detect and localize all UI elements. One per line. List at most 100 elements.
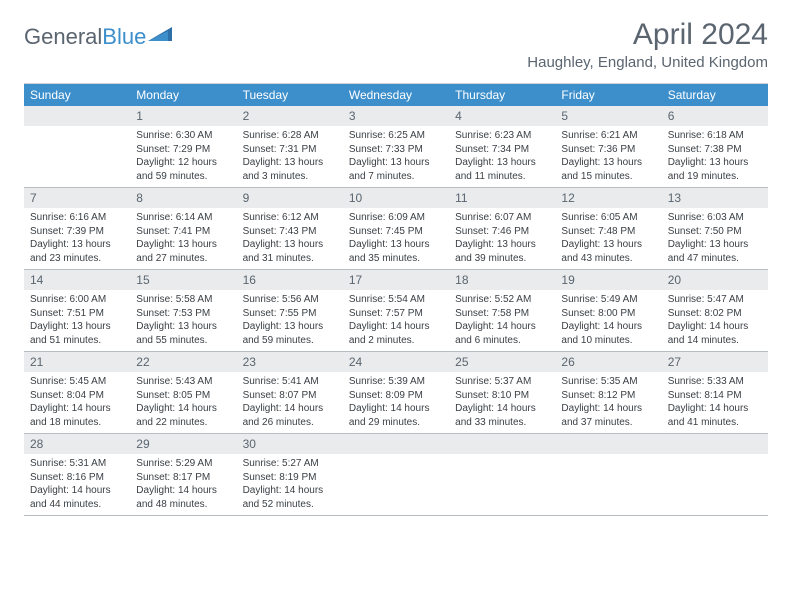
month-title: April 2024 (527, 18, 768, 52)
sunrise-text: Sunrise: 5:47 AM (668, 293, 762, 307)
day-info: Sunrise: 6:21 AMSunset: 7:36 PMDaylight:… (555, 126, 661, 183)
calendar-cell: 15Sunrise: 5:58 AMSunset: 7:53 PMDayligh… (130, 270, 236, 352)
logo-part1: General (24, 24, 102, 49)
day-info: Sunrise: 6:09 AMSunset: 7:45 PMDaylight:… (343, 208, 449, 265)
sunrise-text: Sunrise: 5:49 AM (561, 293, 655, 307)
calendar-cell: 13Sunrise: 6:03 AMSunset: 7:50 PMDayligh… (662, 188, 768, 270)
daylight-text: Daylight: 13 hours and 11 minutes. (455, 156, 549, 183)
calendar-cell: 22Sunrise: 5:43 AMSunset: 8:05 PMDayligh… (130, 352, 236, 434)
sunrise-text: Sunrise: 6:03 AM (668, 211, 762, 225)
daylight-text: Daylight: 13 hours and 3 minutes. (243, 156, 337, 183)
day-info: Sunrise: 5:31 AMSunset: 8:16 PMDaylight:… (24, 454, 130, 511)
sunrise-text: Sunrise: 6:09 AM (349, 211, 443, 225)
daylight-text: Daylight: 14 hours and 14 minutes. (668, 320, 762, 347)
week-row: 7Sunrise: 6:16 AMSunset: 7:39 PMDaylight… (24, 188, 768, 270)
day-number: 12 (555, 188, 661, 208)
day-number: 21 (24, 352, 130, 372)
calendar-cell: 17Sunrise: 5:54 AMSunset: 7:57 PMDayligh… (343, 270, 449, 352)
sunset-text: Sunset: 7:57 PM (349, 307, 443, 321)
sunset-text: Sunset: 8:12 PM (561, 389, 655, 403)
day-number: 6 (662, 106, 768, 126)
daylight-text: Daylight: 13 hours and 43 minutes. (561, 238, 655, 265)
day-info: Sunrise: 5:52 AMSunset: 7:58 PMDaylight:… (449, 290, 555, 347)
day-number: 22 (130, 352, 236, 372)
location: Haughley, England, United Kingdom (527, 54, 768, 71)
day-number: 14 (24, 270, 130, 290)
logo: GeneralBlue (24, 24, 174, 50)
sunset-text: Sunset: 7:53 PM (136, 307, 230, 321)
logo-triangle-icon (148, 25, 174, 48)
day-info: Sunrise: 6:05 AMSunset: 7:48 PMDaylight:… (555, 208, 661, 265)
calendar-cell: 23Sunrise: 5:41 AMSunset: 8:07 PMDayligh… (237, 352, 343, 434)
sunrise-text: Sunrise: 6:07 AM (455, 211, 549, 225)
day-number: . (343, 434, 449, 454)
calendar-cell: 16Sunrise: 5:56 AMSunset: 7:55 PMDayligh… (237, 270, 343, 352)
day-number: 7 (24, 188, 130, 208)
day-number: 26 (555, 352, 661, 372)
sunrise-text: Sunrise: 5:54 AM (349, 293, 443, 307)
daylight-text: Daylight: 13 hours and 47 minutes. (668, 238, 762, 265)
day-number: 23 (237, 352, 343, 372)
daylight-text: Daylight: 14 hours and 22 minutes. (136, 402, 230, 429)
daylight-text: Daylight: 13 hours and 7 minutes. (349, 156, 443, 183)
day-info: Sunrise: 5:29 AMSunset: 8:17 PMDaylight:… (130, 454, 236, 511)
day-info: Sunrise: 5:47 AMSunset: 8:02 PMDaylight:… (662, 290, 768, 347)
sunrise-text: Sunrise: 5:31 AM (30, 457, 124, 471)
day-info: Sunrise: 5:39 AMSunset: 8:09 PMDaylight:… (343, 372, 449, 429)
sunset-text: Sunset: 7:43 PM (243, 225, 337, 239)
sunrise-text: Sunrise: 5:41 AM (243, 375, 337, 389)
sunrise-text: Sunrise: 5:56 AM (243, 293, 337, 307)
day-number: . (449, 434, 555, 454)
calendar-cell: 1Sunrise: 6:30 AMSunset: 7:29 PMDaylight… (130, 106, 236, 188)
day-number: 4 (449, 106, 555, 126)
sunrise-text: Sunrise: 5:29 AM (136, 457, 230, 471)
daylight-text: Daylight: 14 hours and 29 minutes. (349, 402, 443, 429)
sunset-text: Sunset: 7:41 PM (136, 225, 230, 239)
calendar-cell: 11Sunrise: 6:07 AMSunset: 7:46 PMDayligh… (449, 188, 555, 270)
daylight-text: Daylight: 14 hours and 41 minutes. (668, 402, 762, 429)
week-row: 21Sunrise: 5:45 AMSunset: 8:04 PMDayligh… (24, 352, 768, 434)
sunset-text: Sunset: 7:38 PM (668, 143, 762, 157)
day-header: Monday (130, 84, 236, 106)
day-number: 28 (24, 434, 130, 454)
daylight-text: Daylight: 13 hours and 51 minutes. (30, 320, 124, 347)
day-info: Sunrise: 6:03 AMSunset: 7:50 PMDaylight:… (662, 208, 768, 265)
calendar-cell: 5Sunrise: 6:21 AMSunset: 7:36 PMDaylight… (555, 106, 661, 188)
day-number: 15 (130, 270, 236, 290)
title-block: April 2024 Haughley, England, United Kin… (527, 18, 768, 71)
calendar-cell: 2Sunrise: 6:28 AMSunset: 7:31 PMDaylight… (237, 106, 343, 188)
day-number: . (24, 106, 130, 126)
daylight-text: Daylight: 13 hours and 59 minutes. (243, 320, 337, 347)
daylight-text: Daylight: 13 hours and 15 minutes. (561, 156, 655, 183)
day-number: 24 (343, 352, 449, 372)
daylight-text: Daylight: 12 hours and 59 minutes. (136, 156, 230, 183)
calendar-cell: 14Sunrise: 6:00 AMSunset: 7:51 PMDayligh… (24, 270, 130, 352)
sunset-text: Sunset: 8:04 PM (30, 389, 124, 403)
sunset-text: Sunset: 7:31 PM (243, 143, 337, 157)
sunrise-text: Sunrise: 6:00 AM (30, 293, 124, 307)
day-info: Sunrise: 6:16 AMSunset: 7:39 PMDaylight:… (24, 208, 130, 265)
sunset-text: Sunset: 8:16 PM (30, 471, 124, 485)
calendar-cell: 20Sunrise: 5:47 AMSunset: 8:02 PMDayligh… (662, 270, 768, 352)
daylight-text: Daylight: 14 hours and 37 minutes. (561, 402, 655, 429)
sunset-text: Sunset: 8:02 PM (668, 307, 762, 321)
day-number: . (555, 434, 661, 454)
day-info: Sunrise: 5:45 AMSunset: 8:04 PMDaylight:… (24, 372, 130, 429)
sunrise-text: Sunrise: 5:43 AM (136, 375, 230, 389)
sunrise-text: Sunrise: 5:39 AM (349, 375, 443, 389)
daylight-text: Daylight: 14 hours and 44 minutes. (30, 484, 124, 511)
day-info: Sunrise: 5:37 AMSunset: 8:10 PMDaylight:… (449, 372, 555, 429)
day-info: Sunrise: 6:00 AMSunset: 7:51 PMDaylight:… (24, 290, 130, 347)
day-info: Sunrise: 6:18 AMSunset: 7:38 PMDaylight:… (662, 126, 768, 183)
day-info: Sunrise: 5:49 AMSunset: 8:00 PMDaylight:… (555, 290, 661, 347)
calendar-cell: 25Sunrise: 5:37 AMSunset: 8:10 PMDayligh… (449, 352, 555, 434)
calendar-cell: 6Sunrise: 6:18 AMSunset: 7:38 PMDaylight… (662, 106, 768, 188)
calendar-cell: 28Sunrise: 5:31 AMSunset: 8:16 PMDayligh… (24, 434, 130, 516)
sunset-text: Sunset: 7:51 PM (30, 307, 124, 321)
day-info: Sunrise: 6:07 AMSunset: 7:46 PMDaylight:… (449, 208, 555, 265)
daylight-text: Daylight: 13 hours and 31 minutes. (243, 238, 337, 265)
calendar-cell: 12Sunrise: 6:05 AMSunset: 7:48 PMDayligh… (555, 188, 661, 270)
daylight-text: Daylight: 14 hours and 33 minutes. (455, 402, 549, 429)
calendar-cell: 29Sunrise: 5:29 AMSunset: 8:17 PMDayligh… (130, 434, 236, 516)
day-number: 29 (130, 434, 236, 454)
